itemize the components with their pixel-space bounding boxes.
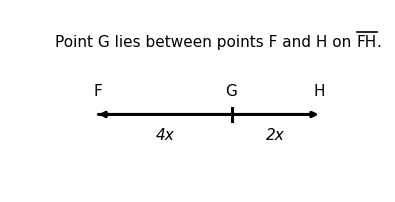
Text: FH: FH (357, 35, 377, 50)
Text: Point G lies between points F and H on: Point G lies between points F and H on (55, 35, 357, 50)
Text: F: F (94, 84, 103, 99)
Text: 2x: 2x (265, 128, 284, 143)
Text: G: G (226, 84, 237, 99)
Text: 4x: 4x (156, 128, 175, 143)
Text: H: H (313, 84, 325, 99)
Text: .: . (377, 35, 382, 50)
